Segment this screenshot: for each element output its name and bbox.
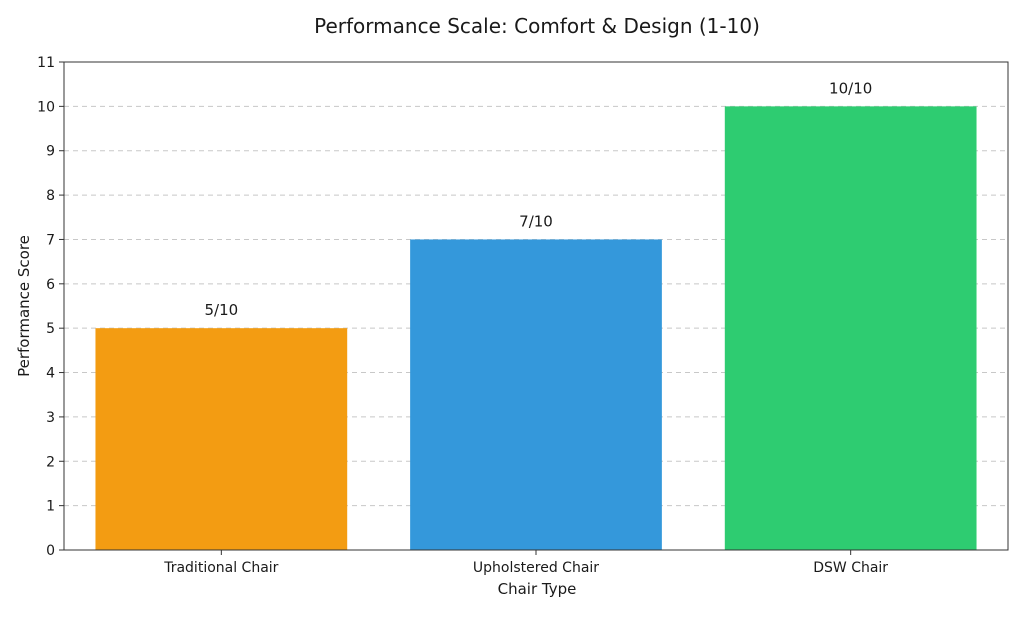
x-tick-label: Upholstered Chair <box>473 560 599 576</box>
y-tick-label: 7 <box>46 232 55 248</box>
y-tick-label: 0 <box>46 543 55 559</box>
x-axis-label: Chair Type <box>498 580 577 598</box>
data-label: 7/10 <box>519 212 553 230</box>
y-tick-label: 9 <box>46 144 55 160</box>
bars <box>95 106 977 551</box>
bar <box>724 106 977 550</box>
y-tick-label: 2 <box>46 454 55 470</box>
x-tick-label: DSW Chair <box>813 560 888 576</box>
x-axis-ticks: Traditional Chair Upholstered Chair DSW Ch… <box>163 550 888 576</box>
chart-title: Performance Scale: Comfort & Design (1-1… <box>314 14 760 38</box>
y-tick-label: 11 <box>37 55 55 71</box>
y-axis-label: Performance Score <box>15 235 33 377</box>
y-tick-label: 1 <box>46 499 55 515</box>
data-label: 10/10 <box>829 79 872 97</box>
bar <box>410 239 662 551</box>
x-tick-label: Traditional Chair <box>163 560 278 576</box>
y-axis-ticks: 0 1 2 3 4 5 6 7 8 9 10 11 <box>37 55 64 559</box>
y-tick-label: 4 <box>46 366 55 382</box>
y-tick-label: 3 <box>46 410 55 426</box>
data-labels: 5/10 7/10 10/10 <box>204 79 872 319</box>
data-label: 5/10 <box>204 301 238 319</box>
bar <box>95 328 348 550</box>
y-tick-label: 10 <box>37 99 55 115</box>
y-tick-label: 5 <box>46 321 55 337</box>
y-tick-label: 6 <box>46 277 55 293</box>
y-tick-label: 8 <box>46 188 55 204</box>
